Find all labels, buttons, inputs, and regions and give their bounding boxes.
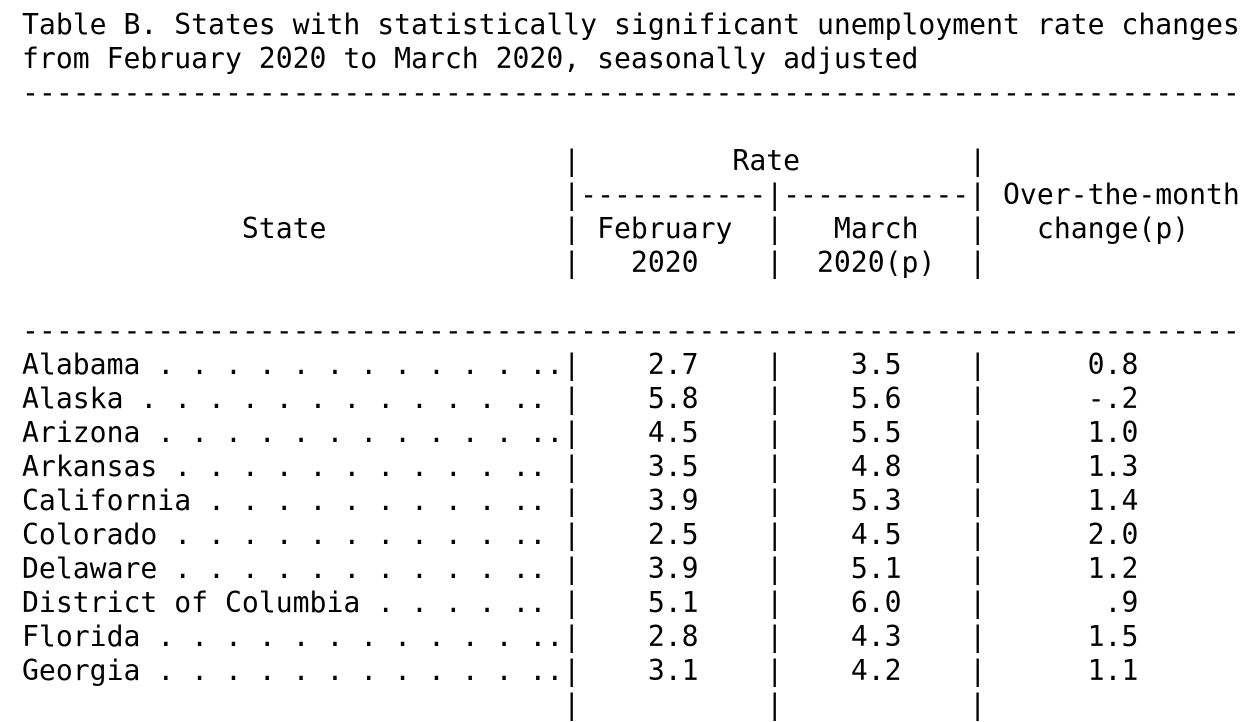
state-name: Florida xyxy=(22,620,141,653)
state-name: Arkansas xyxy=(22,450,158,483)
february-rate: 5.8 xyxy=(647,382,699,415)
over-the-month-change: -.2 xyxy=(1087,382,1139,415)
change-header: Over-the-month xyxy=(1003,178,1240,211)
over-the-month-change: 1.5 xyxy=(1087,620,1139,653)
over-the-month-change: 1.3 xyxy=(1087,450,1139,483)
march-rate: 5.5 xyxy=(850,416,902,449)
february-header: February xyxy=(597,212,733,245)
february-rate: 3.1 xyxy=(647,654,699,687)
state-name: Georgia xyxy=(22,654,141,687)
state-header: State xyxy=(241,212,327,245)
state-name: District of Columbia xyxy=(22,586,361,619)
march-rate: 4.8 xyxy=(850,450,902,483)
february-rate: 4.5 xyxy=(647,416,699,449)
march-year: 2020(p) xyxy=(816,246,936,279)
state-name: Alaska xyxy=(22,382,124,415)
state-name: Delaware xyxy=(22,552,158,585)
february-rate: 5.1 xyxy=(647,586,699,619)
march-rate: 3.5 xyxy=(850,348,902,381)
over-the-month-change: 1.0 xyxy=(1087,416,1139,449)
table-title: Table B. States with statistically signi… xyxy=(22,8,1240,41)
march-rate: 5.6 xyxy=(850,382,902,415)
change-header-2: change(p) xyxy=(1036,212,1190,245)
over-the-month-change: 1.1 xyxy=(1087,654,1139,687)
february-year: 2020 xyxy=(630,246,699,279)
march-rate: 5.3 xyxy=(850,484,902,517)
march-rate: 6.0 xyxy=(850,586,902,619)
over-the-month-change: 0.8 xyxy=(1087,348,1139,381)
table-subtitle: from February 2020 to March 2020, season… xyxy=(22,42,919,75)
state-name: Colorado xyxy=(22,518,158,551)
over-the-month-change: 1.2 xyxy=(1087,552,1139,585)
march-rate: 4.2 xyxy=(850,654,902,687)
march-rate: 4.5 xyxy=(850,518,902,551)
state-name: Alabama xyxy=(22,348,141,381)
march-header: March xyxy=(833,212,919,245)
table-document: Table B. States with statistically signi… xyxy=(22,8,1240,721)
february-rate: 2.5 xyxy=(647,518,699,551)
february-rate: 3.9 xyxy=(647,552,699,585)
march-rate: 5.1 xyxy=(850,552,902,585)
state-name: California xyxy=(22,484,192,517)
rate-header: Rate xyxy=(732,144,801,177)
state-name: Arizona xyxy=(22,416,141,449)
over-the-month-change: 2.0 xyxy=(1087,518,1139,551)
february-rate: 3.5 xyxy=(647,450,699,483)
february-rate: 2.8 xyxy=(647,620,699,653)
march-rate: 4.3 xyxy=(850,620,902,653)
february-rate: 3.9 xyxy=(647,484,699,517)
over-the-month-change: 1.4 xyxy=(1087,484,1139,517)
over-the-month-change: .9 xyxy=(1104,586,1139,619)
february-rate: 2.7 xyxy=(647,348,699,381)
